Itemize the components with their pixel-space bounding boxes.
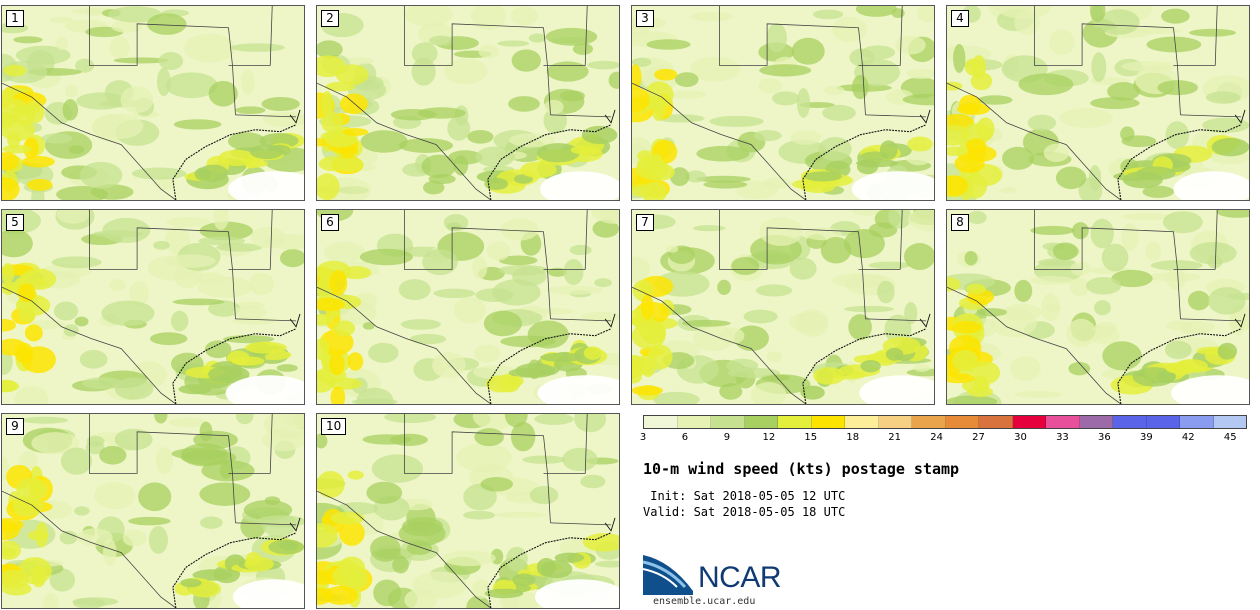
colorbar-tick-label: 39	[1139, 432, 1153, 443]
wind-map	[2, 6, 304, 200]
colorbar-swatch	[878, 416, 912, 428]
colorbar-tick-label: 42	[1181, 432, 1195, 443]
colorbar-swatch	[677, 416, 711, 428]
colorbar-swatch	[1012, 416, 1046, 428]
panel-8: 8	[946, 209, 1250, 405]
panel-1: 1	[1, 5, 305, 201]
colorbar-tick-label: 36	[1098, 432, 1111, 443]
panel-label: 2	[321, 10, 339, 27]
colorbar-swatch	[644, 416, 678, 428]
panel-4: 4	[946, 5, 1250, 201]
panel-3: 3	[631, 5, 935, 201]
colorbar-tick-label: 33	[1056, 432, 1069, 443]
colorbar-tick-label: 27	[972, 432, 985, 443]
site-url[interactable]: ensemble.ucar.edu	[653, 596, 756, 607]
colorbar-tick-label: 15	[804, 432, 818, 443]
panel-2: 2	[316, 5, 620, 201]
wind-map	[947, 210, 1249, 404]
colorbar-ticks: 36912151821242730333639424548	[639, 432, 1247, 446]
wind-map	[2, 210, 304, 404]
colorbar-swatch	[1146, 416, 1180, 428]
colorbar	[643, 415, 1247, 429]
colorbar-swatch	[945, 416, 979, 428]
colorbar-swatch	[711, 416, 745, 428]
wind-map	[947, 6, 1249, 200]
panel-5: 5	[1, 209, 305, 405]
ncar-logo-icon	[642, 555, 693, 595]
init-time: Init: Sat 2018-05-05 12 UTC	[643, 489, 846, 503]
colorbar-swatch	[778, 416, 812, 428]
colorbar-swatch	[912, 416, 946, 428]
colorbar-tick-label: 45	[1223, 432, 1237, 443]
colorbar-tick-label: 30	[1014, 432, 1027, 443]
colorbar-swatch	[744, 416, 778, 428]
colorbar-tick-label: 21	[888, 432, 902, 443]
panel-label: 6	[321, 214, 339, 231]
colorbar-swatch	[845, 416, 879, 428]
colorbar-tick-label: 24	[930, 432, 943, 443]
chart-title: 10-m wind speed (kts) postage stamp	[643, 460, 960, 478]
wind-map	[317, 210, 619, 404]
panel-label: 3	[636, 10, 654, 27]
colorbar-tick-label: 9	[723, 432, 731, 443]
panel-10: 10	[316, 413, 620, 609]
panel-label: 10	[321, 418, 347, 435]
colorbar-tick-label: 6	[681, 432, 689, 443]
panel-7: 7	[631, 209, 935, 405]
wind-map	[632, 210, 934, 404]
panel-label: 1	[6, 10, 24, 27]
panel-label: 4	[951, 10, 969, 27]
panel-9: 9	[1, 413, 305, 609]
colorbar-tick-label: 12	[762, 432, 776, 443]
wind-map	[632, 6, 934, 200]
panel-label: 9	[6, 418, 24, 435]
colorbar-swatch	[1213, 416, 1246, 428]
colorbar-tick-label: 18	[846, 432, 860, 443]
panel-label: 5	[6, 214, 24, 231]
colorbar-swatch	[1079, 416, 1113, 428]
wind-map	[2, 414, 304, 608]
panel-6: 6	[316, 209, 620, 405]
wind-map	[317, 6, 619, 200]
colorbar-tick-label: 3	[639, 432, 647, 443]
panel-label: 7	[636, 214, 654, 231]
colorbar-swatch	[1180, 416, 1214, 428]
colorbar-swatch	[1113, 416, 1147, 428]
colorbar-swatch	[1046, 416, 1080, 428]
logo-text: NCAR	[698, 561, 782, 594]
colorbar-swatch	[811, 416, 845, 428]
panel-label: 8	[951, 214, 969, 231]
valid-time: Valid: Sat 2018-05-05 18 UTC	[643, 505, 846, 519]
wind-map	[317, 414, 619, 608]
colorbar-swatch	[979, 416, 1013, 428]
